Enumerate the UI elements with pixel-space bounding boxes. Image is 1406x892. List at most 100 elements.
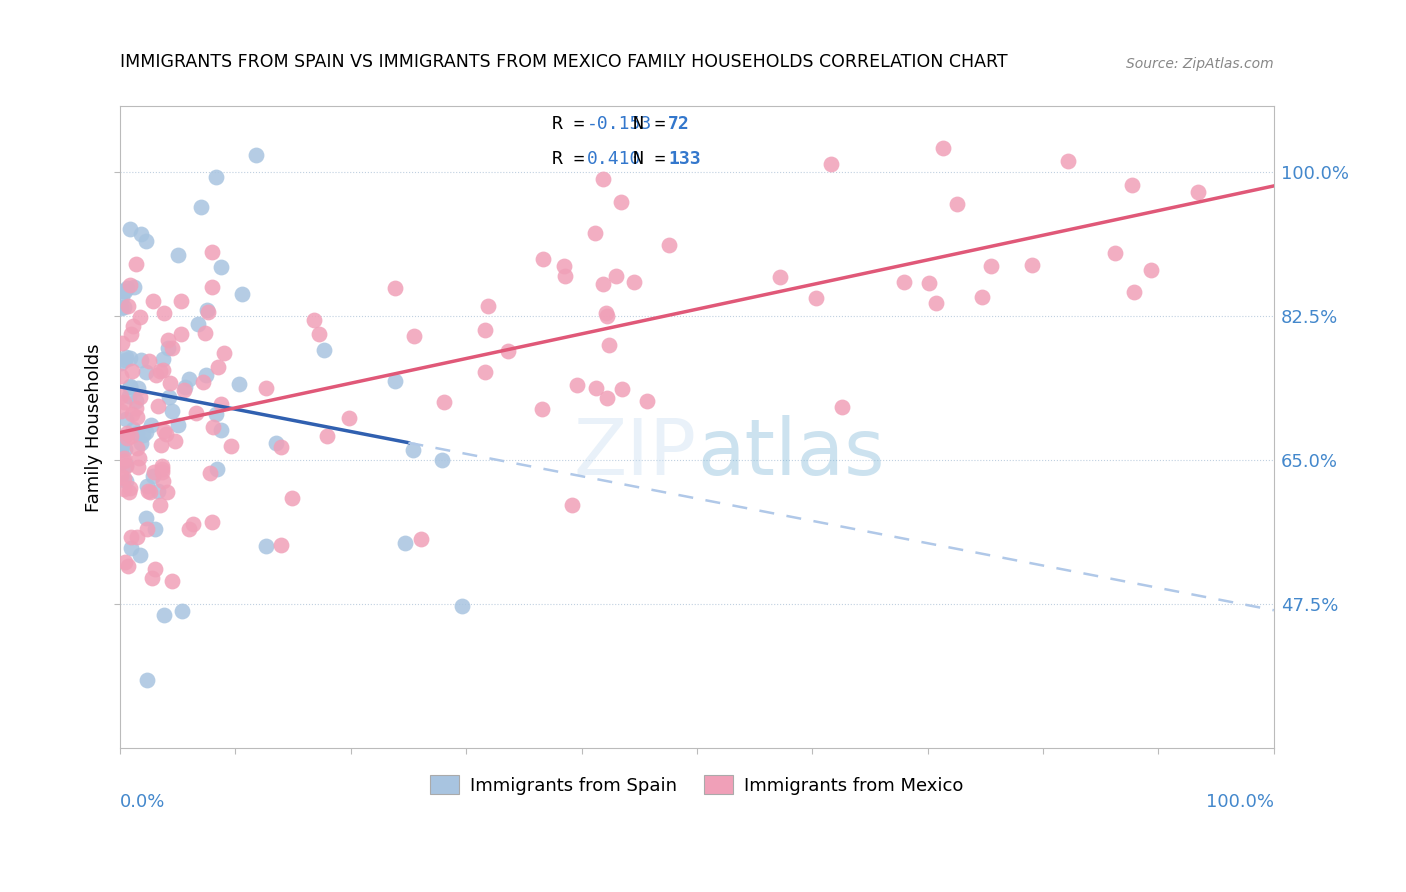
- Point: [658, 238, 681, 252]
- Point: [433, 395, 456, 409]
- Text: 133: 133: [668, 150, 700, 168]
- Point: [112, 301, 135, 315]
- Point: [474, 322, 496, 336]
- Point: [129, 390, 152, 404]
- Point: [110, 404, 132, 418]
- Point: [112, 482, 135, 496]
- Point: [245, 148, 267, 162]
- Point: [120, 482, 142, 496]
- Point: [156, 333, 179, 347]
- Point: [605, 268, 627, 283]
- Point: [1123, 285, 1146, 299]
- Point: [228, 376, 250, 391]
- Point: [1187, 185, 1209, 199]
- Point: [409, 532, 432, 546]
- Point: [143, 562, 166, 576]
- Point: [312, 343, 335, 358]
- Point: [170, 293, 193, 308]
- Point: [167, 417, 190, 432]
- Point: [201, 515, 224, 529]
- Point: [205, 461, 228, 475]
- Point: [142, 465, 165, 479]
- Point: [596, 310, 619, 324]
- Point: [125, 425, 148, 440]
- Point: [214, 346, 236, 360]
- Point: [114, 353, 136, 368]
- Point: [122, 319, 145, 334]
- Point: [114, 458, 136, 472]
- Point: [1104, 246, 1126, 260]
- Point: [430, 453, 453, 467]
- Point: [112, 471, 135, 485]
- Point: [150, 438, 173, 452]
- Point: [139, 485, 162, 500]
- Point: [120, 351, 142, 365]
- Point: [177, 522, 200, 536]
- Point: [145, 522, 167, 536]
- Point: [970, 290, 993, 304]
- Point: [165, 434, 187, 448]
- Point: [1021, 259, 1043, 273]
- Point: [114, 442, 136, 457]
- Point: [231, 287, 253, 301]
- Point: [173, 384, 195, 398]
- Point: [152, 351, 174, 366]
- Point: [592, 172, 614, 186]
- Point: [132, 428, 155, 442]
- Point: [117, 388, 139, 402]
- Point: [181, 516, 204, 531]
- Point: [135, 510, 157, 524]
- Point: [141, 571, 163, 585]
- Point: [1056, 153, 1078, 168]
- Point: [209, 423, 232, 437]
- Point: [152, 474, 174, 488]
- Point: [124, 257, 146, 271]
- Point: [636, 394, 658, 409]
- Text: 72: 72: [668, 115, 690, 133]
- Point: [179, 372, 201, 386]
- Point: [554, 269, 576, 284]
- Point: [114, 555, 136, 569]
- Point: [111, 290, 134, 304]
- Point: [202, 419, 225, 434]
- Point: [120, 379, 142, 393]
- Point: [136, 673, 159, 687]
- Point: [166, 248, 188, 262]
- Point: [150, 465, 173, 479]
- Point: [120, 278, 142, 293]
- Point: [115, 426, 138, 441]
- Point: [804, 292, 827, 306]
- Point: [112, 451, 135, 466]
- Point: [111, 439, 134, 453]
- Point: [115, 459, 138, 474]
- Point: [112, 454, 135, 468]
- Point: [125, 401, 148, 416]
- Text: -0.153: -0.153: [588, 115, 652, 133]
- Text: 100.0%: 100.0%: [1206, 793, 1274, 812]
- Point: [932, 140, 955, 154]
- Point: [595, 306, 617, 320]
- Point: [160, 341, 183, 355]
- Point: [121, 407, 143, 421]
- Point: [146, 400, 169, 414]
- Point: [111, 285, 134, 299]
- Point: [769, 270, 792, 285]
- Point: [254, 381, 277, 395]
- Point: [194, 368, 217, 382]
- Point: [149, 498, 172, 512]
- Point: [118, 222, 141, 236]
- Point: [146, 484, 169, 499]
- Point: [127, 442, 149, 456]
- Point: [623, 275, 645, 289]
- Text: 0.0%: 0.0%: [120, 793, 166, 812]
- Point: [204, 408, 226, 422]
- Point: [115, 281, 138, 295]
- Point: [893, 275, 915, 289]
- Text: N =: N =: [634, 115, 666, 133]
- Point: [270, 537, 292, 551]
- Point: [404, 328, 426, 343]
- Point: [138, 353, 160, 368]
- Point: [209, 397, 232, 411]
- Point: [157, 390, 180, 404]
- Point: [117, 299, 139, 313]
